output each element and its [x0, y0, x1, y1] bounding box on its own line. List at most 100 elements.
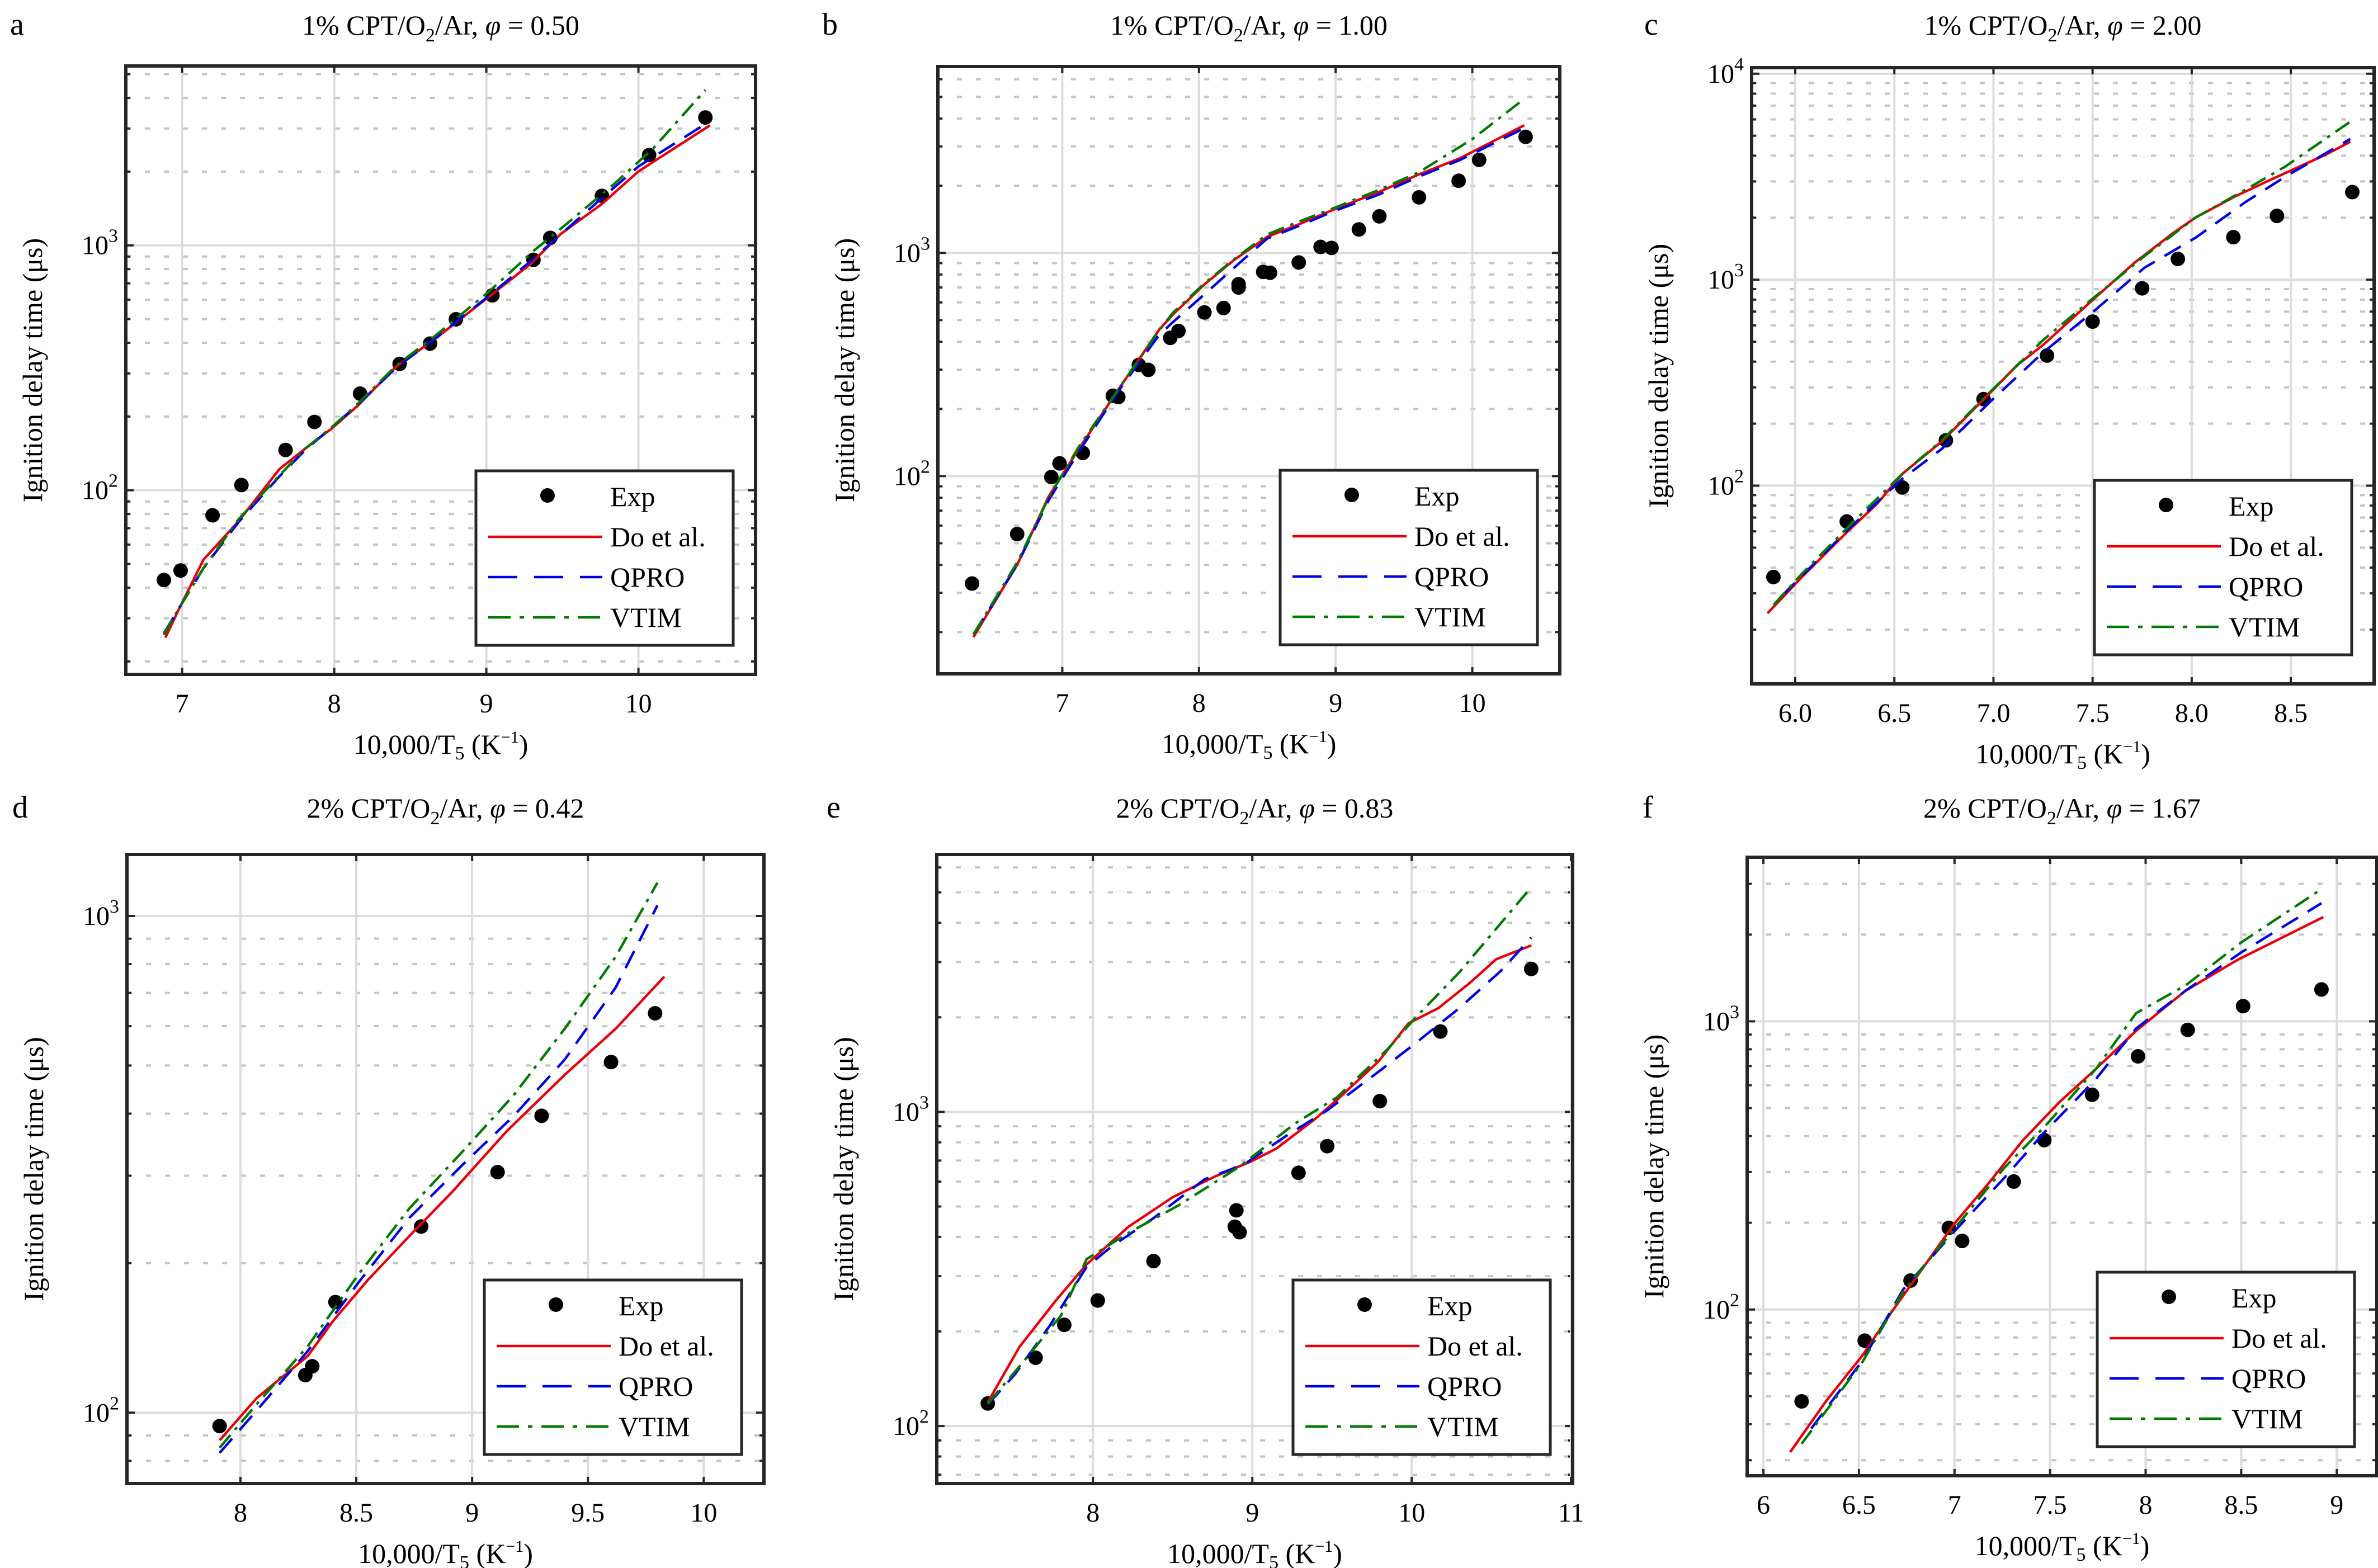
legend-item: Exp: [1357, 1290, 1473, 1321]
y-axis-label: Ignition delay time (μs): [828, 1037, 859, 1301]
legend-box: [1278, 469, 1539, 646]
data-point-exp: [2085, 314, 2100, 329]
y-axis-label: Ignition delay time (μs): [17, 238, 48, 503]
data-point-exp: [305, 1359, 320, 1374]
x-tick-label: 8: [328, 689, 341, 719]
data-point-exp: [1523, 961, 1539, 976]
chart-panel-e: e 2% CPT/O2/Ar, φ = 0.83 8 9 10 11 102 103 10,00…: [827, 790, 1584, 1568]
data-point-exp: [1857, 1333, 1872, 1348]
x-tick-label: 7.0: [1976, 698, 2010, 728]
legend-label: Exp: [1427, 1290, 1473, 1321]
series-line-vtim: [218, 882, 659, 1449]
x-tick-label: 8: [1192, 688, 1206, 718]
data-point-exp: [2040, 348, 2055, 363]
series-group: [212, 882, 666, 1454]
legend-item: Exp: [1344, 480, 1460, 512]
series-line-vtim: [972, 98, 1525, 635]
legend-box: [2093, 479, 2353, 657]
legend-marker-exp: [540, 488, 555, 503]
legend-box: [2096, 1271, 2356, 1448]
legend-item: Do et al.: [2107, 531, 2324, 562]
data-point-exp: [1313, 239, 1328, 254]
legend: Exp Do et al. QPRO VTIM: [2093, 479, 2353, 657]
x-tick-label: 6.5: [1842, 1490, 1876, 1520]
data-point-exp: [698, 110, 713, 125]
x-tick-label: 9: [480, 689, 493, 719]
y-tick-label: 103: [82, 226, 118, 261]
data-point-exp: [2314, 982, 2329, 997]
legend-label: VTIM: [1427, 1411, 1499, 1442]
legend-marker-exp: [2159, 498, 2173, 512]
data-point-exp: [1146, 1254, 1161, 1269]
x-tick-label: 9: [1245, 1498, 1259, 1528]
chart-title: 2% CPT/O2/Ar, φ = 0.42: [307, 792, 584, 829]
data-point-exp: [1794, 1394, 1809, 1409]
legend-item: VTIM: [488, 602, 682, 633]
legend-item: Do et al.: [1305, 1330, 1523, 1362]
chart-title: 1% CPT/O2/Ar, φ = 0.50: [302, 10, 579, 46]
data-point-exp: [307, 414, 322, 429]
legend-item: Do et al.: [488, 521, 706, 552]
series-line-do-et-al: [987, 944, 1532, 1403]
x-tick-label: 11: [1558, 1498, 1584, 1528]
chart-title: 1% CPT/O2/Ar, φ = 2.00: [1924, 10, 2202, 46]
data-point-exp: [1320, 1139, 1335, 1154]
legend: Exp Do et al. QPRO VTIM: [474, 469, 735, 647]
grid: [1752, 68, 2374, 684]
legend-item: VTIM: [2110, 1403, 2303, 1434]
legend-label: VTIM: [1414, 601, 1486, 632]
series-line-vtim: [163, 89, 706, 636]
legend-item: Exp: [540, 481, 655, 512]
series-line-qpro: [987, 937, 1532, 1406]
legend-label: Exp: [2231, 1282, 2277, 1314]
y-axis-label: Ignition delay time (μs): [829, 238, 860, 503]
series-line-do-et-al: [1789, 915, 2324, 1453]
legend-marker-exp: [1357, 1297, 1372, 1312]
legend-item: Exp: [549, 1290, 664, 1321]
y-tick-label: 103: [893, 1092, 929, 1127]
data-point-exp: [1231, 280, 1246, 295]
x-tick-label: 7: [1055, 688, 1069, 718]
series-line-qpro: [219, 905, 659, 1454]
y-tick-label: 103: [894, 233, 930, 268]
data-point-exp: [1044, 470, 1059, 485]
panel-letter: b: [822, 7, 838, 42]
data-point-exp: [1171, 323, 1186, 338]
data-point-exp: [234, 478, 249, 493]
data-point-exp: [1955, 1234, 1970, 1249]
data-point-exp: [2180, 1022, 2195, 1037]
data-point-exp: [1324, 240, 1339, 256]
data-point-exp: [1052, 456, 1067, 471]
legend-item: QPRO: [2107, 571, 2303, 602]
data-point-exp: [1229, 1203, 1244, 1218]
data-point-exp: [1262, 265, 1277, 280]
legend-item: VTIM: [1305, 1411, 1499, 1442]
data-point-exp: [2084, 1087, 2099, 1102]
x-axis-label: 10,000/T5 (K−1): [1975, 1529, 2150, 1565]
x-tick-label: 6.0: [1778, 698, 1812, 728]
x-tick-label: 8.0: [2175, 698, 2209, 728]
data-point-exp: [1518, 129, 1533, 144]
legend-label: Exp: [2229, 490, 2274, 522]
data-point-exp: [212, 1419, 227, 1434]
data-point-exp: [1291, 1165, 1306, 1180]
axes-frame: [1745, 856, 2378, 1477]
x-tick-label: 10: [690, 1498, 717, 1528]
series-line-qpro: [1810, 902, 2323, 1430]
legend-marker-exp: [1344, 488, 1359, 502]
x-tick-label: 8: [234, 1498, 247, 1528]
legend-item: Do et al.: [2110, 1323, 2327, 1354]
legend-item: VTIM: [2107, 611, 2300, 643]
legend: Exp Do et al. QPRO VTIM: [1291, 1278, 1552, 1456]
legend-item: QPRO: [488, 561, 685, 593]
series-line-vtim: [987, 886, 1532, 1405]
legend-label: QPRO: [2229, 571, 2303, 602]
data-point-exp: [278, 442, 293, 457]
data-point-exp: [1232, 1225, 1247, 1240]
series-group: [156, 89, 713, 639]
y-axis-label: Ignition delay time (μs): [18, 1037, 49, 1301]
legend-item: VTIM: [497, 1411, 690, 1442]
legend-marker-exp: [2162, 1290, 2176, 1304]
y-tick-label: 103: [83, 896, 119, 931]
legend-item: Do et al.: [1292, 521, 1510, 552]
